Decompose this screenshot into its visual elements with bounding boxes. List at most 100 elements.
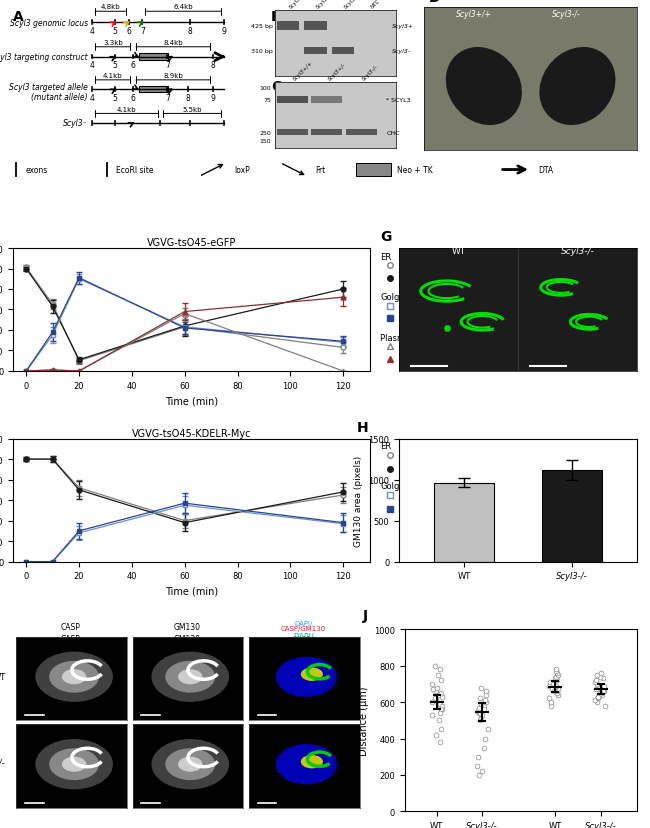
Text: 5: 5 (112, 61, 118, 70)
Point (551, 679, 561, 692)
Point (590, 676, 600, 689)
Point (481, 696, 491, 709)
Point (551, 667, 562, 680)
Point (595, 667, 606, 680)
Text: Scyl3-/-: Scyl3-/- (561, 247, 595, 256)
Point (552, 686, 562, 700)
Point (434, 714, 444, 727)
Point (544, 692, 554, 705)
Point (479, 741, 489, 754)
Point (552, 674, 562, 687)
Text: Scyl3 genomic locus: Scyl3 genomic locus (10, 18, 88, 27)
Point (476, 710, 486, 724)
Text: GM130: GM130 (174, 623, 201, 631)
Text: A: A (13, 10, 24, 24)
Text: J: J (363, 609, 368, 622)
Point (595, 670, 605, 683)
Text: GM130: GM130 (174, 634, 201, 643)
Ellipse shape (540, 48, 616, 126)
Point (473, 705, 483, 718)
Text: DAPI/: DAPI/ (294, 621, 313, 627)
Point (592, 683, 602, 696)
Text: 6: 6 (126, 26, 131, 36)
Text: 3.3kb: 3.3kb (103, 40, 123, 46)
Text: 4.1kb: 4.1kb (116, 107, 136, 113)
Text: 9: 9 (222, 26, 226, 36)
Text: 4.1kb: 4.1kb (103, 73, 123, 79)
Point (549, 685, 559, 698)
Point (476, 697, 487, 710)
Point (552, 685, 563, 698)
Y-axis label: Distance (μm): Distance (μm) (359, 686, 369, 755)
X-axis label: Time (min): Time (min) (164, 586, 218, 596)
Text: CASP/GM130: CASP/GM130 (281, 625, 326, 631)
Text: 4: 4 (90, 61, 95, 70)
Text: Scyl3+/+: Scyl3+/+ (456, 10, 492, 19)
Point (553, 688, 564, 701)
Point (476, 681, 486, 695)
Text: 9: 9 (210, 94, 215, 103)
Point (480, 732, 490, 745)
Title: VGVG-tsO45-eGFP: VGVG-tsO45-eGFP (147, 238, 236, 248)
Text: CASP: CASP (61, 623, 81, 631)
Point (593, 691, 603, 704)
Text: 4: 4 (90, 26, 95, 36)
Text: B: B (271, 10, 281, 24)
Point (431, 729, 441, 742)
Text: 4: 4 (90, 94, 95, 103)
Point (430, 659, 440, 672)
Point (551, 665, 561, 678)
Point (545, 700, 556, 713)
Bar (356, 163, 391, 177)
Point (476, 709, 487, 722)
Point (597, 683, 608, 696)
Text: WT: WT (452, 247, 466, 256)
Point (433, 688, 443, 701)
Point (435, 663, 445, 676)
Point (473, 768, 484, 782)
Point (475, 714, 486, 727)
Point (436, 723, 446, 736)
Text: Scyl3 targeting construct: Scyl3 targeting construct (0, 53, 88, 62)
Ellipse shape (446, 48, 522, 126)
Point (546, 696, 556, 709)
Point (476, 703, 487, 716)
Text: exons: exons (25, 166, 47, 175)
Point (437, 691, 447, 704)
Point (553, 668, 564, 681)
Point (479, 703, 489, 716)
Text: D: D (428, 0, 440, 6)
Point (590, 694, 601, 707)
Text: G: G (380, 230, 392, 243)
Text: 6: 6 (131, 61, 136, 70)
Point (480, 685, 491, 698)
Point (598, 672, 608, 686)
Text: Neo + TK: Neo + TK (396, 166, 432, 175)
Text: 5: 5 (112, 94, 118, 103)
Point (436, 686, 446, 700)
Text: 8: 8 (211, 61, 215, 70)
Point (596, 686, 606, 700)
Point (433, 668, 443, 681)
Text: CASP: CASP (61, 634, 81, 643)
Text: DTA: DTA (538, 166, 554, 175)
Text: 7: 7 (165, 61, 170, 70)
Point (435, 700, 445, 713)
Bar (139, 55, 168, 60)
Point (431, 685, 441, 698)
Point (430, 692, 440, 705)
Point (594, 688, 604, 701)
Text: 8: 8 (185, 94, 190, 103)
Point (436, 674, 446, 687)
Point (474, 706, 485, 720)
Text: H: H (356, 420, 368, 434)
Point (479, 700, 489, 713)
Point (592, 677, 602, 691)
Point (428, 683, 439, 696)
Point (481, 688, 491, 701)
Point (482, 723, 493, 736)
Point (599, 700, 610, 713)
Text: Scyl3 targeted allele
(mutant allele): Scyl3 targeted allele (mutant allele) (9, 83, 88, 103)
Point (599, 685, 609, 698)
Point (432, 681, 443, 695)
